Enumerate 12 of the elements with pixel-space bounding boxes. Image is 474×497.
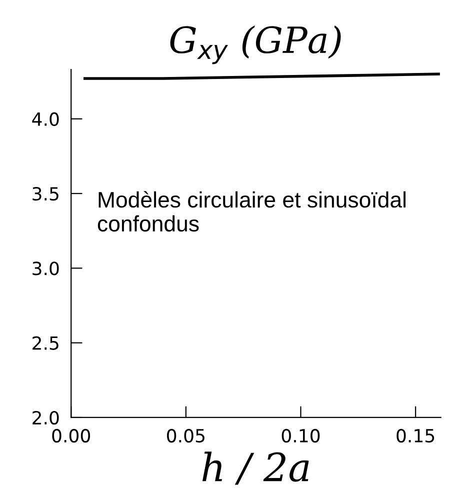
y-tick-label: 3.0 [32, 262, 59, 276]
x-tick-label: 0.15 [396, 428, 434, 443]
x-tick-label: 0.10 [282, 428, 320, 443]
y-tick-label: 2.0 [32, 410, 59, 425]
x-tick-label: 0.05 [167, 428, 204, 443]
y-tick-label: 2.5 [32, 336, 58, 350]
chart-title: G$_{xy}$ (GPa) [170, 25, 341, 64]
y-tick-label: 4.0 [32, 112, 59, 126]
x-axis-title: h / 2a [202, 452, 309, 485]
annotation: Modèles circulaire et sinusoïdal confondus [98, 191, 406, 232]
y-tick-label: 3.5 [32, 186, 58, 201]
x-tick-label: 0.00 [52, 428, 90, 443]
